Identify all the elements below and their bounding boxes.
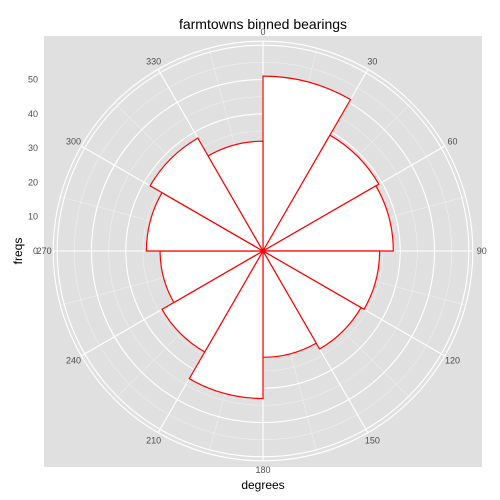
angle-tick-label: 0 [260,27,265,37]
y-tick-label: 40 [28,109,38,119]
y-tick-label: 0 [33,246,38,256]
angle-tick-label: 60 [447,137,457,147]
angle-tick-label: 300 [66,137,81,147]
x-axis-title: degrees [241,478,284,492]
angle-tick-label: 30 [367,57,377,67]
angle-tick-label: 150 [365,436,380,446]
grid-outer-ring [52,40,474,462]
y-tick-label: 10 [28,212,38,222]
angle-tick-label: 330 [146,57,161,67]
chart-title: farmtowns binned bearings [179,16,347,32]
tick-labels-layer: 0 10 20 30 40 50 0 30 60 90 120 150 180 210 240 270 300 3… [28,27,487,475]
angle-tick-label: 120 [445,355,460,365]
bar-wedge [260,250,381,311]
angle-tick-label: 240 [66,355,81,365]
bar-wedge [261,134,380,253]
angle-tick-label: 180 [255,465,270,475]
y-tick-label: 30 [28,143,38,153]
bar-wedge [149,137,265,253]
angle-tick-label: 90 [477,246,487,256]
y-tick-label: 50 [28,75,38,85]
angle-tick-label: 270 [37,246,52,256]
bar-wedge [261,249,362,350]
bars-layer [145,75,394,400]
bar-wedge [207,140,264,254]
angle-tick-label: 210 [146,436,161,446]
grid-ring [56,44,470,458]
bar-wedge [260,184,394,252]
grid-ring [74,62,452,440]
bar-wedge [188,248,264,400]
bar-wedge [161,249,265,353]
y-tick-label: 20 [28,177,38,187]
bar-wedge [262,75,352,254]
y-axis-title: freqs [11,238,25,265]
